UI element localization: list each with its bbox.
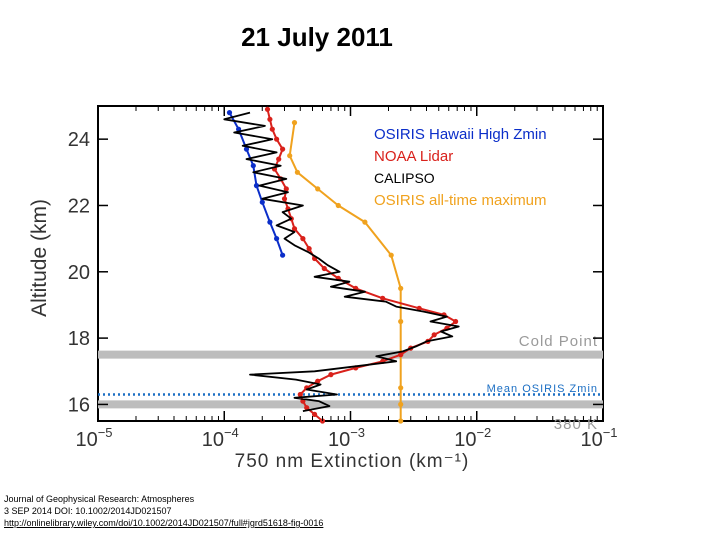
data-point-noaa-lidar-3	[274, 136, 280, 142]
y-axis-label: Altitude (km)	[28, 199, 51, 317]
data-point-noaa-lidar-35	[304, 405, 310, 411]
data-point-osiris-all-time-maximum-4	[335, 202, 341, 209]
series-osiris-all-time-maximum	[287, 120, 404, 424]
data-point-noaa-lidar-27	[398, 352, 404, 358]
series-calipso	[223, 111, 460, 412]
legend-entry-noaa-lidar: NOAA Lidar	[374, 148, 453, 165]
data-point-osiris-all-time-maximum-2	[294, 169, 300, 175]
data-point-noaa-lidar-1	[267, 116, 273, 122]
data-point-osiris-hawaii-high-zmin-5	[259, 199, 265, 205]
data-point-osiris-all-time-maximum-7	[398, 285, 404, 291]
data-point-noaa-lidar-12	[291, 226, 298, 232]
x-tick-base-1: 10	[202, 429, 224, 451]
data-point-osiris-hawaii-high-zmin-0	[226, 110, 233, 116]
reference-label-cold-point: Cold Point	[519, 333, 598, 350]
data-point-noaa-lidar-33	[297, 391, 303, 398]
y-tick-label-24: 24	[68, 129, 90, 151]
data-point-osiris-hawaii-high-zmin-8	[280, 252, 286, 258]
y-tick-label-18: 18	[68, 328, 90, 350]
x-tick-label-0: 10−5	[75, 425, 112, 451]
data-point-osiris-all-time-maximum-5	[362, 219, 368, 225]
x-tick-label-1: 10−4	[202, 425, 239, 451]
series-osiris-hawaii-high-zmin	[226, 110, 286, 258]
data-point-osiris-all-time-maximum-12	[398, 418, 404, 424]
data-point-noaa-lidar-14	[306, 246, 312, 252]
data-point-noaa-lidar-9	[281, 196, 288, 202]
data-point-noaa-lidar-22	[453, 318, 459, 325]
x-tick-exponent-3: −2	[476, 425, 491, 440]
data-point-noaa-lidar-24	[431, 332, 437, 338]
y-tick-label-16: 16	[68, 394, 90, 416]
data-point-osiris-all-time-maximum-6	[388, 252, 394, 258]
data-point-osiris-hawaii-high-zmin-7	[274, 236, 280, 242]
data-point-osiris-all-time-maximum-8	[398, 318, 404, 325]
x-tick-label-3: 10−2	[454, 425, 491, 451]
data-point-osiris-all-time-maximum-0	[291, 120, 298, 126]
data-point-noaa-lidar-0	[264, 106, 271, 112]
plot-frame	[97, 105, 604, 422]
data-point-noaa-lidar-16	[321, 265, 327, 272]
data-point-noaa-lidar-19	[380, 295, 386, 301]
reference-label-mean-osiris-zmin: Mean OSIRIS Zmin	[487, 383, 598, 395]
page-title: 21 July 2011	[241, 22, 393, 52]
x-tick-base-0: 10	[75, 429, 97, 451]
legend-entry-calipso: CALIPSO	[374, 170, 435, 186]
data-point-noaa-lidar-5	[276, 156, 282, 162]
x-tick-exponent-1: −4	[224, 425, 239, 440]
x-tick-label-4: 10−1	[580, 425, 617, 451]
data-point-noaa-lidar-8	[283, 186, 289, 192]
data-point-osiris-all-time-maximum-11	[398, 401, 404, 407]
citation-doi: 3 SEP 2014 DOI: 10.1002/2014JD021507	[4, 506, 172, 516]
y-tick-label-22: 22	[68, 195, 90, 217]
x-tick-base-4: 10	[580, 429, 602, 451]
series-line-calipso	[223, 111, 460, 412]
citation-link[interactable]: http://onlinelibrary.wiley.com/doi/10.10…	[4, 518, 324, 528]
x-tick-base-2: 10	[328, 429, 350, 451]
data-point-osiris-hawaii-high-zmin-2	[243, 146, 250, 152]
x-tick-exponent-0: −5	[98, 425, 113, 440]
data-point-osiris-all-time-maximum-3	[315, 186, 321, 192]
data-point-osiris-all-time-maximum-10	[398, 385, 404, 391]
legend-entry-osiris-hawaii-high-zmin: OSIRIS Hawaii High Zmin	[374, 126, 547, 143]
data-point-noaa-lidar-20	[416, 305, 422, 311]
x-tick-exponent-4: −1	[603, 425, 618, 440]
x-tick-exponent-2: −3	[350, 425, 365, 440]
y-tick-label-20: 20	[68, 262, 90, 284]
data-point-osiris-hawaii-high-zmin-3	[250, 163, 256, 169]
data-point-noaa-lidar-13	[300, 236, 306, 242]
citation-journal: Journal of Geophysical Research: Atmosph…	[4, 494, 195, 504]
legend-entry-osiris-all-time-maximum: OSIRIS all-time maximum	[374, 192, 547, 209]
data-point-noaa-lidar-36	[312, 411, 318, 417]
x-tick-base-3: 10	[454, 429, 476, 451]
data-point-osiris-hawaii-high-zmin-6	[267, 219, 273, 225]
data-point-noaa-lidar-30	[328, 372, 334, 378]
data-point-noaa-lidar-4	[280, 146, 286, 152]
x-tick-label-2: 10−3	[328, 425, 365, 451]
data-point-osiris-hawaii-high-zmin-4	[253, 183, 260, 189]
data-point-osiris-all-time-maximum-1	[287, 153, 293, 159]
citation: Journal of Geophysical Research: Atmosph…	[4, 493, 323, 529]
data-point-noaa-lidar-2	[269, 126, 275, 132]
x-axis-label: 750 nm Extinction (km⁻¹)	[235, 451, 470, 472]
data-point-noaa-lidar-31	[315, 378, 321, 384]
